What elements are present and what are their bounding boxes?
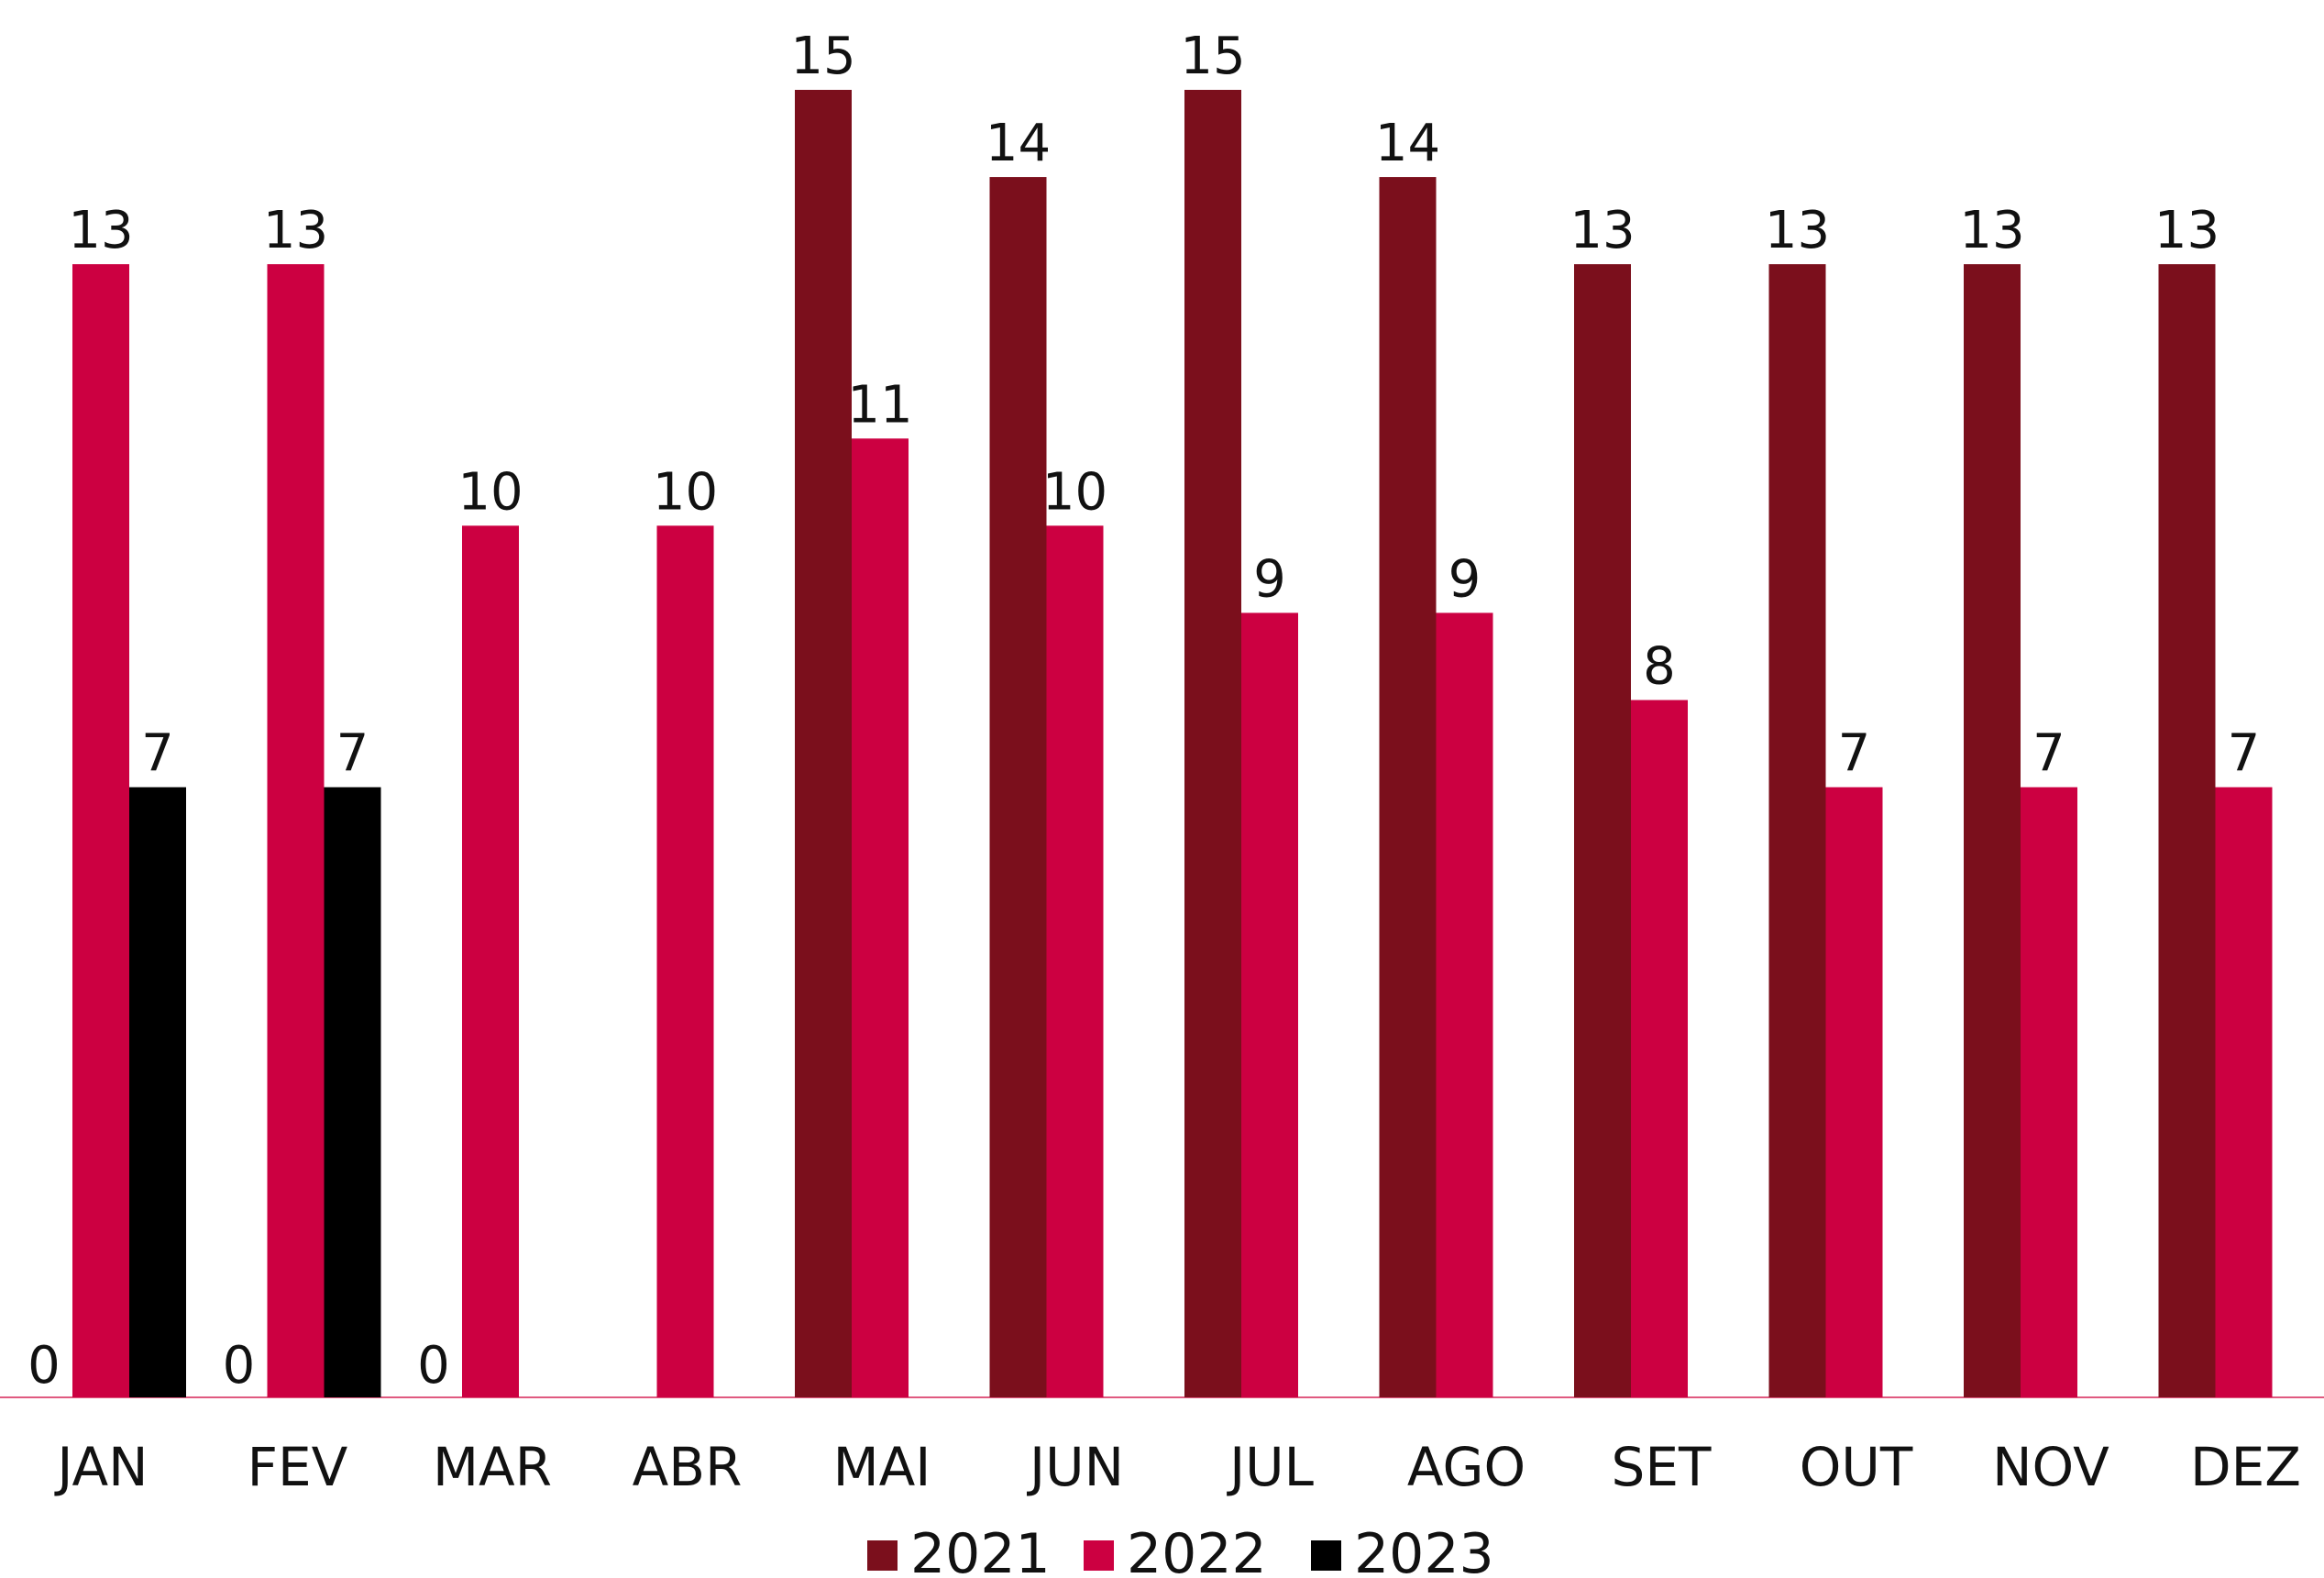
bar-2022-jan [72, 264, 129, 1398]
value-labels-group: 0 13 7 0 13 7 0 10 10 15 11 14 10 15 9 14 9 13 8 13 7 13 7 13 7 [28, 27, 2260, 1396]
value-label-2021-set: 13 [1570, 201, 1635, 260]
value-label-2022-out: 7 [1838, 724, 1871, 784]
legend-label-2022: 2022 [1127, 1522, 1267, 1578]
legend-label-2021: 2021 [910, 1522, 1051, 1578]
bar-2022-dez [2215, 787, 2273, 1397]
value-label-2021-jan: 0 [28, 1336, 61, 1396]
value-label-2022-fev: 13 [263, 201, 328, 260]
value-label-2022-jan: 13 [68, 201, 133, 260]
legend-swatch-2023 [1311, 1540, 1341, 1571]
bar-2022-ago [1436, 612, 1493, 1397]
value-label-2021-fev: 0 [223, 1336, 256, 1396]
bar-2022-fev [267, 264, 325, 1398]
bar-2021-dez [2158, 264, 2216, 1398]
value-label-2022-set: 8 [1643, 636, 1676, 696]
bar-2021-set [1574, 264, 1631, 1398]
bars-group [72, 90, 2273, 1398]
bar-2022-nov [2021, 787, 2077, 1397]
value-label-2021-out: 13 [1765, 201, 1830, 260]
legend-swatch-2022 [1084, 1540, 1114, 1571]
x-tick-mai: MAI [833, 1436, 931, 1498]
value-label-2022-dez: 7 [2228, 724, 2261, 784]
x-tick-dez: DEZ [2190, 1436, 2301, 1498]
value-label-2023-jan: 7 [141, 724, 174, 784]
x-tick-set: SET [1612, 1436, 1712, 1498]
x-tick-mar: MAR [433, 1436, 552, 1498]
value-label-2022-ago: 9 [1448, 549, 1481, 609]
value-label-2021-nov: 13 [1959, 201, 2024, 260]
bar-2023-fev [324, 787, 381, 1397]
bar-2022-out [1825, 787, 1883, 1397]
bar-2022-abr [656, 525, 714, 1397]
x-tick-abr: ABR [633, 1436, 743, 1498]
value-label-2021-mai: 15 [790, 27, 855, 86]
bar-2022-set [1631, 700, 1688, 1397]
bar-2021-jul [1184, 90, 1241, 1397]
value-label-2022-nov: 7 [2032, 724, 2065, 784]
value-label-2022-mar: 10 [457, 462, 523, 522]
bar-2021-nov [1964, 264, 2021, 1398]
bar-2022-mar [462, 525, 519, 1397]
value-label-2021-mar: 0 [417, 1336, 450, 1396]
value-label-2023-fev: 7 [336, 724, 369, 784]
x-tick-jun: JUN [1027, 1436, 1124, 1498]
value-label-2021-jun: 14 [986, 114, 1051, 173]
legend-label-2023: 2023 [1354, 1522, 1494, 1578]
legend-swatch-2021 [867, 1540, 898, 1571]
x-tick-ago: AGO [1407, 1436, 1525, 1498]
bar-2023-jan [129, 787, 186, 1397]
x-tick-fev: FEV [248, 1436, 348, 1498]
value-label-2022-abr: 10 [653, 462, 718, 522]
bar-2021-jun [989, 177, 1047, 1398]
legend: 2021 2022 2023 [867, 1522, 1494, 1578]
bar-2022-jul [1241, 612, 1298, 1397]
value-label-2021-jul: 15 [1180, 27, 1245, 86]
x-tick-nov: NOV [1992, 1436, 2109, 1498]
bar-2022-mai [852, 438, 909, 1398]
bar-2021-ago [1379, 177, 1437, 1398]
bar-2021-mai [795, 90, 852, 1397]
bar-2022-jun [1046, 525, 1104, 1397]
value-label-2022-mai: 11 [847, 375, 912, 435]
x-axis-tick-labels: JAN FEV MAR ABR MAI JUN JUL AGO SET OUT NOV DEZ [54, 1436, 2301, 1498]
bar-2021-out [1768, 264, 1826, 1398]
value-label-2021-ago: 14 [1375, 114, 1440, 173]
x-tick-jan: JAN [54, 1436, 148, 1498]
value-label-2022-jun: 10 [1042, 462, 1107, 522]
x-tick-out: OUT [1800, 1436, 1913, 1498]
value-label-2022-jul: 9 [1253, 549, 1286, 609]
x-tick-jul: JUL [1227, 1436, 1314, 1498]
value-label-2021-dez: 13 [2154, 201, 2219, 260]
